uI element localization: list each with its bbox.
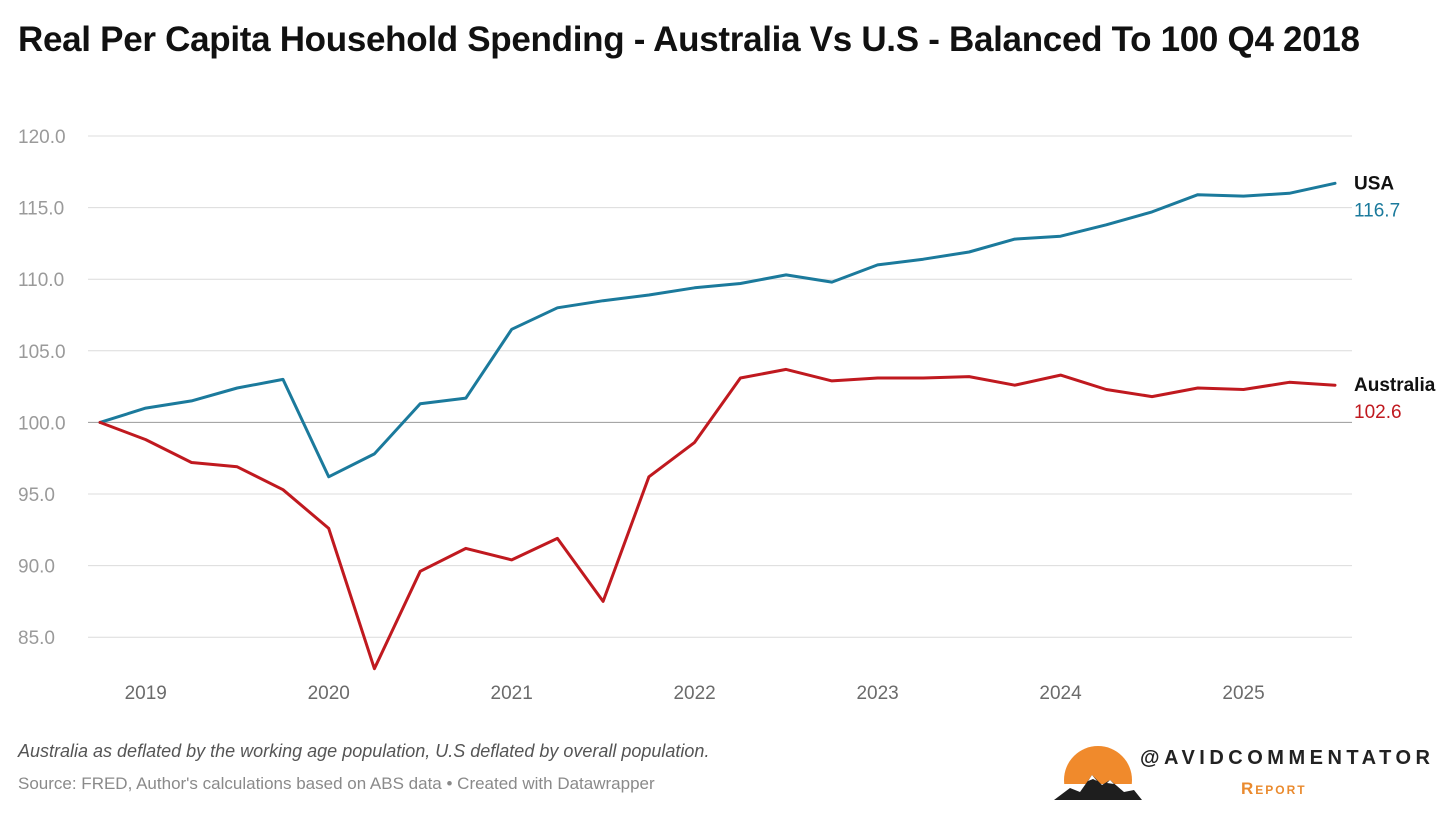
x-axis: 2019 2020 2021 2022 2023 2024 2025 — [125, 683, 1265, 704]
x-tick-label: 2020 — [308, 683, 350, 704]
line-chart: 120.0 115.0 110.0 105.0 100.0 95.0 90.0 85.0 20… — [18, 127, 1436, 704]
y-tick-label: 85.0 — [18, 628, 55, 649]
x-tick-label: 2024 — [1039, 683, 1082, 704]
chart-title: Real Per Capita Household Spending - Aus… — [18, 20, 1360, 59]
series-end-value-usa: 116.7 — [1354, 200, 1400, 221]
chart-source: Source: FRED, Author's calculations base… — [18, 774, 655, 793]
series-lines — [98, 181, 1337, 671]
y-tick-label: 105.0 — [18, 342, 66, 363]
x-tick-label: 2019 — [125, 683, 167, 704]
x-tick-label: 2021 — [491, 683, 533, 704]
y-tick-label: 90.0 — [18, 557, 55, 578]
x-tick-label: 2022 — [673, 683, 715, 704]
series-end-value-australia: 102.6 — [1354, 402, 1402, 423]
y-tick-label: 110.0 — [18, 270, 64, 291]
y-axis: 120.0 115.0 110.0 105.0 100.0 95.0 90.0 85.0 — [18, 127, 66, 649]
series-line-australia — [98, 367, 1337, 671]
x-tick-label: 2025 — [1222, 683, 1264, 704]
y-tick-label: 115.0 — [18, 199, 64, 220]
chart-note: Australia as deflated by the working age… — [18, 741, 710, 761]
x-tick-label: 2023 — [856, 683, 898, 704]
y-tick-label: 100.0 — [18, 413, 66, 434]
gridlines — [88, 135, 1352, 638]
mountain-sun-icon — [1052, 746, 1142, 806]
series-name-usa: USA — [1354, 173, 1394, 194]
brand-handle: @AVIDCOMMENTATOR — [1140, 747, 1435, 769]
series-name-australia: Australia — [1354, 375, 1436, 396]
brand-subtitle: Report — [1241, 779, 1307, 798]
y-tick-label: 120.0 — [18, 127, 66, 148]
mountain-shape — [1054, 775, 1142, 800]
series-line-usa — [98, 181, 1337, 479]
series-end-labels: USA 116.7 Australia 102.6 — [1354, 173, 1436, 423]
y-tick-label: 95.0 — [18, 485, 55, 506]
